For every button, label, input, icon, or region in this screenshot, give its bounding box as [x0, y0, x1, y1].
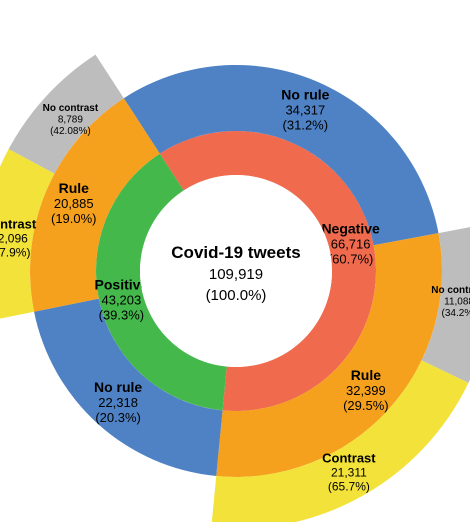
wedge-negative-no-rule: [123, 64, 439, 246]
label-negative-no-rule-value: 34,317: [285, 103, 325, 118]
label-positive-no-rule-name: No rule: [94, 379, 142, 395]
label-positive-no-rule-value: 22,318: [98, 395, 138, 410]
wedge-negative-rule: [216, 233, 442, 477]
label-positive-rule-percent: (19.0%): [51, 211, 97, 226]
label-negative-rule-value: 32,399: [346, 383, 386, 398]
center-value: 109,919: [209, 266, 263, 283]
label-positive-rule-contrast-percent: (57.9%): [0, 245, 30, 259]
label-positive-rule-value: 20,885: [54, 196, 94, 211]
label-positive-percent: (39.3%): [99, 307, 145, 322]
sunburst-wedges: [0, 54, 470, 522]
center-title: Covid-19 tweets: [171, 243, 300, 262]
label-positive-rule-contrast-value: 12,096: [0, 232, 28, 246]
label-positive-rule-no-contrast-name: No contrast: [43, 103, 99, 114]
label-negative-rule-contrast-name: Contrast: [322, 450, 376, 465]
label-negative-rule-contrast-value: 21,311: [331, 465, 367, 479]
center-percent: (100.0%): [206, 287, 267, 304]
wedge-negative-rule-no-contrast: [421, 227, 470, 383]
label-negative-no-rule-name: No rule: [281, 87, 329, 103]
label-positive-name: Positive: [95, 276, 149, 292]
wedge-positive: [96, 153, 227, 411]
label-negative-rule-contrast-percent: (65.7%): [328, 479, 370, 493]
label-negative-rule-name: Rule: [351, 367, 382, 383]
wedge-negative-rule-contrast: [211, 360, 469, 522]
label-positive-rule-name: Rule: [59, 180, 90, 196]
label-positive-no-rule-percent: (20.3%): [95, 410, 141, 425]
wedge-positive-rule: [29, 98, 160, 312]
label-negative-rule-percent: (29.5%): [343, 398, 389, 413]
wedge-positive-no-rule: [34, 298, 223, 477]
label-negative-rule-no-contrast-percent: (34.2%): [442, 308, 470, 319]
label-positive-rule-no-contrast-value: 8,789: [58, 114, 83, 125]
center-hole: [140, 175, 332, 367]
label-negative-rule-no-contrast-value: 11,088: [444, 296, 470, 307]
label-positive-value: 43,203: [101, 292, 141, 307]
label-negative-name: Negative: [321, 220, 380, 236]
label-negative-no-rule-percent: (31.2%): [283, 118, 329, 133]
wedge-negative: [159, 131, 376, 412]
label-positive-rule-no-contrast-percent: (42.08%): [50, 126, 91, 137]
label-negative-value: 66,716: [331, 236, 371, 251]
label-negative-percent: (60.7%): [328, 251, 374, 266]
wedge-positive-rule-contrast: [0, 149, 55, 319]
label-positive-rule-contrast-name: Contrast: [0, 217, 37, 232]
wedge-positive-rule-no-contrast: [8, 54, 124, 174]
label-negative-rule-no-contrast-name: No contrast: [431, 285, 470, 296]
